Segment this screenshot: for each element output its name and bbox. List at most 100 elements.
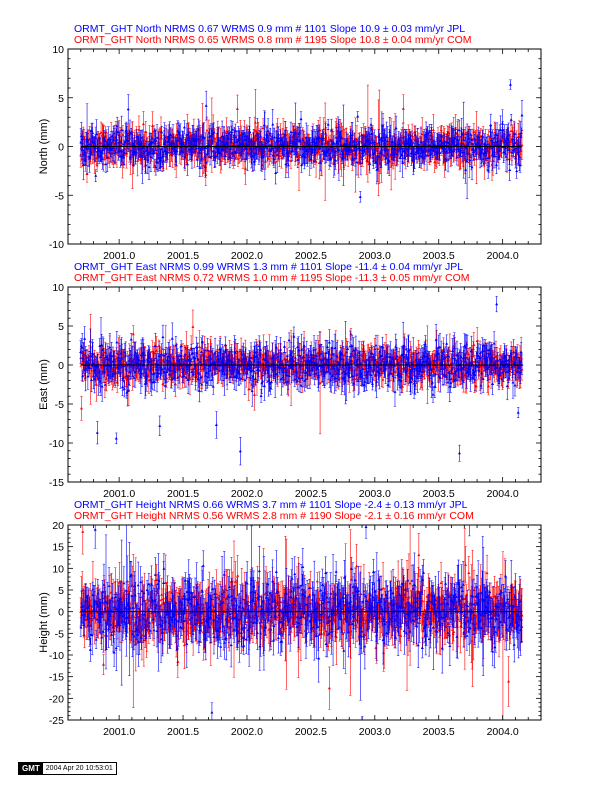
data-point (184, 367, 188, 388)
x-tick-label: 2001.5 (167, 488, 199, 500)
x-axis: 2001.0 2001.5 2002.0 2002.5 2003.0 2003.5 2004… (67, 49, 542, 262)
data-point (286, 152, 290, 178)
data-point (276, 349, 280, 363)
data-point (283, 121, 287, 150)
data-point (89, 347, 93, 365)
data-point (248, 351, 252, 384)
data-point (299, 111, 303, 127)
y-tick-label: -10 (49, 239, 64, 251)
data-point (274, 161, 278, 185)
y-tick-label: 15 (52, 542, 64, 554)
y-tick-label: -5 (55, 628, 64, 640)
data-point (118, 357, 122, 389)
x-tick-label: 2004.0 (487, 250, 519, 262)
data-point (377, 357, 381, 390)
data-point (126, 94, 130, 125)
data-point (252, 354, 256, 388)
data-point (503, 124, 507, 155)
data-point (293, 371, 297, 387)
data-point (257, 358, 261, 381)
x-tick-label: 2002.0 (231, 488, 263, 500)
data-point (235, 94, 239, 123)
data-point (514, 133, 518, 163)
data-point (170, 369, 174, 389)
data-point (476, 343, 480, 368)
data-point (292, 326, 296, 347)
data-point (394, 115, 398, 141)
data-point (352, 369, 356, 398)
data-point (154, 153, 158, 171)
data-point (483, 133, 487, 155)
data-point (104, 155, 108, 173)
data-point (214, 362, 218, 375)
data-point (271, 625, 275, 656)
data-point (446, 346, 450, 374)
data-point (293, 102, 297, 162)
x-tick-label: 2002.5 (295, 726, 327, 738)
data-point (321, 346, 325, 374)
data-point (334, 561, 338, 582)
data-point (128, 150, 132, 165)
data-point (516, 407, 520, 418)
data-point (422, 129, 426, 160)
data-point (119, 136, 123, 166)
data-point (288, 137, 292, 154)
data-point (188, 355, 192, 367)
data-point (508, 158, 512, 181)
data-point (337, 371, 341, 387)
data-point (159, 149, 163, 172)
data-point (509, 113, 513, 126)
data-point (409, 346, 413, 379)
y-axis-label: North (mm) (38, 119, 50, 175)
data-point (149, 357, 153, 389)
x-tick-label: 2003.0 (359, 726, 391, 738)
data-point (296, 151, 300, 169)
data-point (112, 154, 116, 168)
data-point (363, 371, 367, 392)
data-point (200, 376, 204, 393)
data-point (100, 147, 104, 170)
data-point (230, 132, 234, 147)
data-point (101, 654, 105, 675)
x-tick-label: 2002.0 (231, 250, 263, 262)
data-point (162, 130, 166, 158)
data-point (481, 136, 485, 163)
data-point (171, 344, 175, 372)
data-point (198, 158, 202, 177)
series-group (79, 525, 524, 720)
data-point (301, 341, 305, 373)
x-tick-label: 2004.0 (487, 488, 519, 500)
data-point (178, 131, 182, 155)
data-point (214, 411, 218, 439)
data-point (339, 347, 343, 371)
x-tick-label: 2002.5 (295, 488, 327, 500)
data-point (334, 151, 338, 170)
data-point (120, 343, 124, 373)
data-point (89, 145, 93, 160)
y-axis-label: Height (mm) (38, 592, 50, 653)
data-point (419, 126, 423, 157)
data-point (368, 127, 372, 158)
data-point (425, 140, 429, 171)
data-point (480, 129, 484, 143)
data-point (162, 553, 166, 584)
data-point (96, 362, 100, 396)
data-point (253, 372, 257, 385)
y-tick-label: 5 (58, 585, 64, 597)
data-point (326, 119, 330, 131)
y-tick-label: -20 (49, 693, 64, 705)
data-point (203, 156, 207, 178)
data-point (520, 100, 524, 131)
x-tick-label: 2001.5 (167, 726, 199, 738)
data-point (515, 357, 519, 387)
data-point (242, 126, 246, 141)
y-axis: -15 -10 -5 0 5 10 (49, 282, 541, 489)
data-point (470, 134, 474, 145)
data-point (440, 622, 444, 674)
data-point (271, 109, 275, 140)
data-point (448, 333, 452, 368)
data-point (183, 347, 187, 362)
data-point (486, 356, 490, 381)
data-point (195, 151, 199, 168)
